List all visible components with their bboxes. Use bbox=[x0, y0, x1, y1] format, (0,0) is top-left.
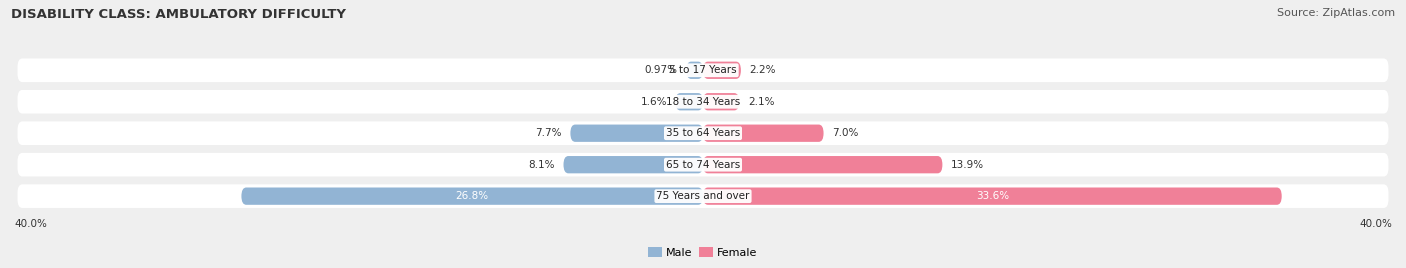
Text: 0.97%: 0.97% bbox=[645, 65, 678, 75]
FancyBboxPatch shape bbox=[242, 188, 703, 205]
Text: 75 Years and over: 75 Years and over bbox=[657, 191, 749, 201]
FancyBboxPatch shape bbox=[564, 156, 703, 173]
Text: DISABILITY CLASS: AMBULATORY DIFFICULTY: DISABILITY CLASS: AMBULATORY DIFFICULTY bbox=[11, 8, 346, 21]
Text: 1.6%: 1.6% bbox=[640, 97, 666, 107]
Text: 7.0%: 7.0% bbox=[832, 128, 859, 138]
Text: 26.8%: 26.8% bbox=[456, 191, 489, 201]
FancyBboxPatch shape bbox=[686, 62, 703, 79]
Text: 13.9%: 13.9% bbox=[950, 160, 984, 170]
Text: 65 to 74 Years: 65 to 74 Years bbox=[666, 160, 740, 170]
Text: 2.1%: 2.1% bbox=[748, 97, 775, 107]
FancyBboxPatch shape bbox=[675, 93, 703, 110]
FancyBboxPatch shape bbox=[571, 125, 703, 142]
FancyBboxPatch shape bbox=[17, 121, 1389, 145]
FancyBboxPatch shape bbox=[703, 93, 740, 110]
Text: 18 to 34 Years: 18 to 34 Years bbox=[666, 97, 740, 107]
Text: 33.6%: 33.6% bbox=[976, 191, 1010, 201]
Text: 8.1%: 8.1% bbox=[529, 160, 555, 170]
Text: Source: ZipAtlas.com: Source: ZipAtlas.com bbox=[1277, 8, 1395, 18]
FancyBboxPatch shape bbox=[17, 58, 1389, 82]
FancyBboxPatch shape bbox=[17, 153, 1389, 177]
FancyBboxPatch shape bbox=[17, 184, 1389, 208]
Text: 7.7%: 7.7% bbox=[536, 128, 562, 138]
FancyBboxPatch shape bbox=[703, 125, 824, 142]
Text: 2.2%: 2.2% bbox=[749, 65, 776, 75]
Text: 5 to 17 Years: 5 to 17 Years bbox=[669, 65, 737, 75]
FancyBboxPatch shape bbox=[17, 90, 1389, 114]
FancyBboxPatch shape bbox=[703, 156, 942, 173]
Text: 40.0%: 40.0% bbox=[1360, 219, 1392, 229]
FancyBboxPatch shape bbox=[703, 188, 1282, 205]
Legend: Male, Female: Male, Female bbox=[644, 243, 762, 262]
Text: 40.0%: 40.0% bbox=[14, 219, 46, 229]
Text: 35 to 64 Years: 35 to 64 Years bbox=[666, 128, 740, 138]
FancyBboxPatch shape bbox=[703, 62, 741, 79]
